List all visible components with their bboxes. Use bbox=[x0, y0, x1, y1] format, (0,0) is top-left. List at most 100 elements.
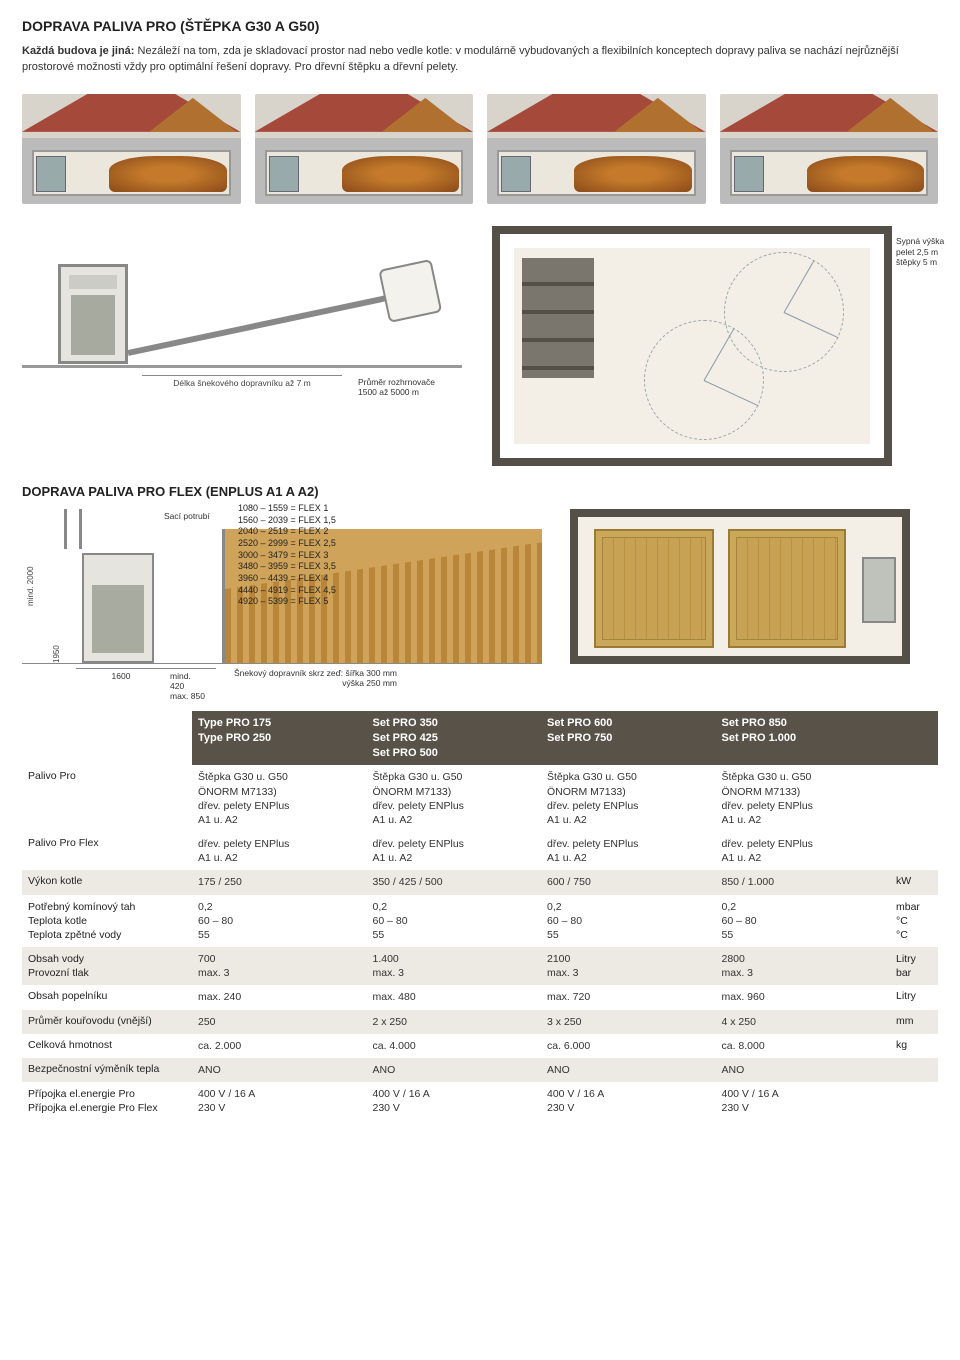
spec-table-body: Palivo ProŠtěpka G30 u. G50ÖNORM M7133)d… bbox=[22, 765, 938, 1120]
spec-table-head: Type PRO 175Type PRO 250Set PRO 350Set P… bbox=[22, 711, 938, 766]
auger-diagram: Délka šnekového dopravníku až 7 m bbox=[22, 226, 462, 386]
spec-cell: 2100max. 3 bbox=[541, 947, 716, 985]
illustration-variant-1 bbox=[22, 94, 241, 204]
spec-unit-cell bbox=[890, 832, 938, 870]
spec-cell: 1.400max. 3 bbox=[367, 947, 542, 985]
spec-row-label: Palivo Pro bbox=[22, 765, 192, 832]
cross-section-diagrams: Délka šnekového dopravníku až 7 m Sypná … bbox=[22, 226, 938, 466]
auger-length-label: Délka šnekového dopravníku až 7 m bbox=[142, 375, 342, 388]
table-row: Průměr kouřovodu (vnější)2502 x 2503 x 2… bbox=[22, 1010, 938, 1034]
spec-cell: 400 V / 16 A230 V bbox=[541, 1082, 716, 1120]
spec-unit-cell: kW bbox=[890, 870, 938, 894]
spec-row-label: Obsah popelníku bbox=[22, 985, 192, 1009]
spec-unit-cell bbox=[890, 1082, 938, 1120]
flex-range-item: 3480 – 3959 = FLEX 3,5 bbox=[238, 561, 336, 573]
table-row: Výkon kotle175 / 250350 / 425 / 500600 /… bbox=[22, 870, 938, 894]
spec-column-header: Set PRO 600Set PRO 750 bbox=[541, 711, 716, 766]
spec-cell: ca. 4.000 bbox=[367, 1034, 542, 1058]
spec-cell: 700max. 3 bbox=[192, 947, 367, 985]
spec-row-label: Bezpečnostní výměník tepla bbox=[22, 1058, 192, 1082]
spec-cell: Štěpka G30 u. G50ÖNORM M7133)dřev. pelet… bbox=[716, 765, 891, 832]
spec-cell: dřev. pelety ENPlusA1 u. A2 bbox=[192, 832, 367, 870]
table-row: Palivo Pro Flexdřev. pelety ENPlusA1 u. … bbox=[22, 832, 938, 870]
spec-column-header: Set PRO 350Set PRO 425Set PRO 500 bbox=[367, 711, 542, 766]
flex-diagrams: mind. 2000 Sací potrubí 1080 – 1559 = FL… bbox=[22, 509, 938, 664]
illustration-variant-2 bbox=[255, 94, 474, 204]
spec-cell: ca. 6.000 bbox=[541, 1034, 716, 1058]
spec-unit-cell bbox=[890, 765, 938, 832]
agitator-icon bbox=[644, 320, 764, 440]
spec-cell: 600 / 750 bbox=[541, 870, 716, 894]
spec-unit-header bbox=[890, 711, 938, 766]
spec-cell: Štěpka G30 u. G50ÖNORM M7133)dřev. pelet… bbox=[367, 765, 542, 832]
spec-cell: 2800max. 3 bbox=[716, 947, 891, 985]
spec-cell: ca. 2.000 bbox=[192, 1034, 367, 1058]
flex-side-view: mind. 2000 Sací potrubí 1080 – 1559 = FL… bbox=[22, 509, 542, 664]
height-ruler-label-2: 1950 bbox=[52, 509, 61, 663]
flex-bottom-dimensions: 1600 mind. 420 max. 850 Šnekový dopravní… bbox=[76, 668, 938, 701]
spec-cell: 0,260 – 8055 bbox=[541, 895, 716, 948]
spec-row-label: Palivo Pro Flex bbox=[22, 832, 192, 870]
spec-cell: 0,260 – 8055 bbox=[367, 895, 542, 948]
table-row: Obsah popelníkumax. 240max. 480max. 720m… bbox=[22, 985, 938, 1009]
spec-cell: 250 bbox=[192, 1010, 367, 1034]
spec-row-label: Obsah vodyProvozní tlak bbox=[22, 947, 192, 985]
table-row: Celková hmotnostca. 2.000ca. 4.000ca. 6.… bbox=[22, 1034, 938, 1058]
spec-cell: dřev. pelety ENPlusA1 u. A2 bbox=[541, 832, 716, 870]
dim-1600: 1600 bbox=[76, 668, 166, 701]
spec-cell: 3 x 250 bbox=[541, 1010, 716, 1034]
storage-crate-icon bbox=[728, 529, 846, 648]
section-title-2: DOPRAVA PALIVA PRO FLEX (ENPLUS A1 A A2) bbox=[22, 484, 938, 499]
spec-cell: 4 x 250 bbox=[716, 1010, 891, 1034]
spec-cell: 400 V / 16 A230 V bbox=[192, 1082, 367, 1120]
spec-cell: 0,260 – 8055 bbox=[716, 895, 891, 948]
boiler-icon bbox=[82, 553, 154, 663]
silo-stack-icon bbox=[522, 258, 594, 378]
wall-opening-note: Šnekový dopravník skrz zeď: šířka 300 mm… bbox=[234, 668, 397, 701]
intro-text: Nezáleží na tom, zda je skladovací prost… bbox=[22, 45, 899, 73]
agitator-diameter-label: Průměr rozhrnovače 1500 až 5000 m bbox=[358, 377, 435, 398]
suction-pipes-icon bbox=[64, 509, 82, 549]
silo-height-label: Sypná výška pelet 2,5 m štěpky 5 m bbox=[896, 236, 954, 268]
flex-range-item: 1080 – 1559 = FLEX 1 bbox=[238, 503, 336, 515]
spec-unit-cell: mm bbox=[890, 1010, 938, 1034]
spec-cell: ANO bbox=[367, 1058, 542, 1082]
spec-cell: Štěpka G30 u. G50ÖNORM M7133)dřev. pelet… bbox=[192, 765, 367, 832]
spec-cell: 400 V / 16 A230 V bbox=[367, 1082, 542, 1120]
auger-icon bbox=[127, 285, 431, 355]
spec-unit-cell: mbar°C°C bbox=[890, 895, 938, 948]
flex-range-item: 1560 – 2039 = FLEX 1,5 bbox=[238, 515, 336, 527]
installation-illustrations bbox=[22, 94, 938, 204]
spec-cell: 175 / 250 bbox=[192, 870, 367, 894]
spec-row-label: Celková hmotnost bbox=[22, 1034, 192, 1058]
flex-size-ranges: 1080 – 1559 = FLEX 11560 – 2039 = FLEX 1… bbox=[238, 503, 336, 608]
section-title-1: DOPRAVA PALIVA PRO (ŠTĚPKA G30 A G50) bbox=[22, 18, 938, 34]
intro-bold: Každá budova je jiná: bbox=[22, 45, 134, 57]
spec-column-header: Set PRO 850Set PRO 1.000 bbox=[716, 711, 891, 766]
spec-cell: 400 V / 16 A230 V bbox=[716, 1082, 891, 1120]
flex-range-item: 2040 – 2519 = FLEX 2 bbox=[238, 526, 336, 538]
spec-cell: 2 x 250 bbox=[367, 1010, 542, 1034]
spec-cell: 350 / 425 / 500 bbox=[367, 870, 542, 894]
spec-cell: ANO bbox=[541, 1058, 716, 1082]
flex-top-view bbox=[570, 509, 910, 664]
spec-unit-cell: Litrybar bbox=[890, 947, 938, 985]
spec-cell: 0,260 – 8055 bbox=[192, 895, 367, 948]
height-ruler-label: mind. 2000 bbox=[26, 509, 36, 663]
illustration-variant-4 bbox=[720, 94, 939, 204]
spec-row-label: Výkon kotle bbox=[22, 870, 192, 894]
spec-cell: ANO bbox=[716, 1058, 891, 1082]
spec-cell: ca. 8.000 bbox=[716, 1034, 891, 1058]
spec-cell: dřev. pelety ENPlusA1 u. A2 bbox=[716, 832, 891, 870]
flex-range-item: 4920 – 5399 = FLEX 5 bbox=[238, 596, 336, 608]
spec-column-header: Type PRO 175Type PRO 250 bbox=[192, 711, 367, 766]
spec-cell: Štěpka G30 u. G50ÖNORM M7133)dřev. pelet… bbox=[541, 765, 716, 832]
spec-row-label: Přípojka el.energie ProPřípojka el.energ… bbox=[22, 1082, 192, 1120]
boiler-icon bbox=[58, 264, 128, 364]
spec-row-label: Průměr kouřovodu (vnější) bbox=[22, 1010, 192, 1034]
table-row: Přípojka el.energie ProPřípojka el.energ… bbox=[22, 1082, 938, 1120]
suction-pipe-label: Sací potrubí bbox=[164, 511, 210, 521]
flex-range-item: 4440 – 4919 = FLEX 4,5 bbox=[238, 585, 336, 597]
flex-range-item: 3960 – 4439 = FLEX 4 bbox=[238, 573, 336, 585]
storage-crate-icon bbox=[594, 529, 714, 648]
